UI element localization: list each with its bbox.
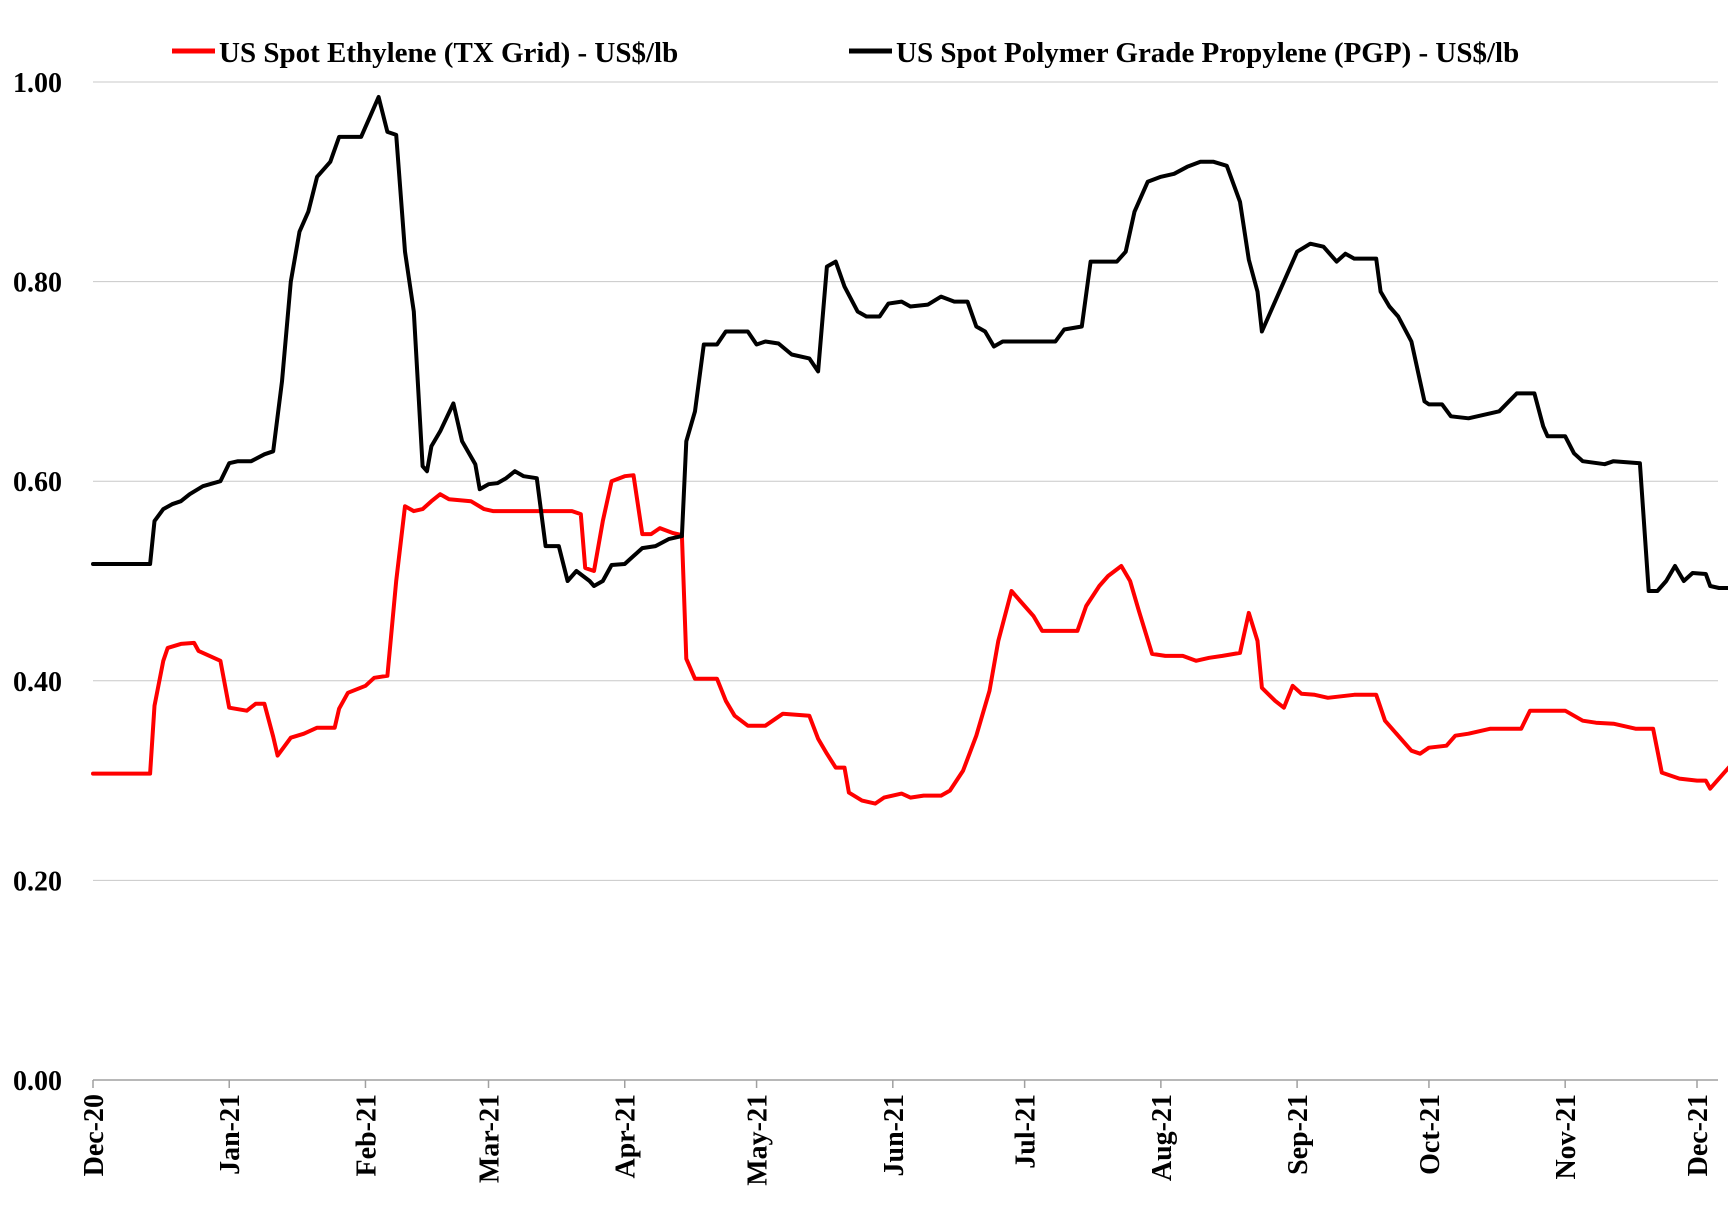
x-tick-label: Feb-21: [351, 1094, 382, 1176]
y-tick-label: 0.80: [13, 268, 62, 299]
x-tick-label: Oct-21: [1415, 1094, 1446, 1175]
x-tick-label: Sep-21: [1283, 1094, 1314, 1175]
x-tick-label: Jul-21: [1011, 1094, 1042, 1169]
y-tick-label: 0.20: [13, 866, 62, 897]
y-tick-label: 0.00: [13, 1066, 62, 1097]
series-line-propylene: [91, 95, 1728, 593]
x-tick-label: Apr-21: [611, 1094, 642, 1179]
x-tick-label: Aug-21: [1147, 1094, 1178, 1181]
legend-label-ethylene: US Spot Ethylene (TX Grid) - US$/lb: [219, 37, 678, 69]
x-tick-label: Dec-21: [1683, 1094, 1714, 1176]
x-tick-label: Jan-21: [215, 1094, 246, 1175]
series-lines: [91, 95, 1728, 806]
y-tick-label: 0.40: [13, 667, 62, 698]
x-tick-label: May-21: [743, 1094, 774, 1186]
series-line-ethylene: [91, 473, 1728, 806]
legend-label-propylene: US Spot Polymer Grade Propylene (PGP) - …: [896, 37, 1519, 69]
x-tick-label: Mar-21: [475, 1094, 506, 1183]
legend: US Spot Ethylene (TX Grid) - US$/lb US S…: [172, 37, 1519, 69]
x-tick-label: Jun-21: [879, 1094, 910, 1176]
x-tick-label: Dec-20: [79, 1094, 110, 1176]
x-tick-label: Nov-21: [1551, 1094, 1582, 1180]
y-tick-label: 0.60: [13, 467, 62, 498]
gridlines: [93, 81, 1718, 881]
axes: 0.00 0.20 0.40 0.60 0.80 1.00 Dec-20 Jan-21 Feb-…: [13, 68, 1718, 1186]
y-tick-label: 1.00: [13, 68, 62, 99]
